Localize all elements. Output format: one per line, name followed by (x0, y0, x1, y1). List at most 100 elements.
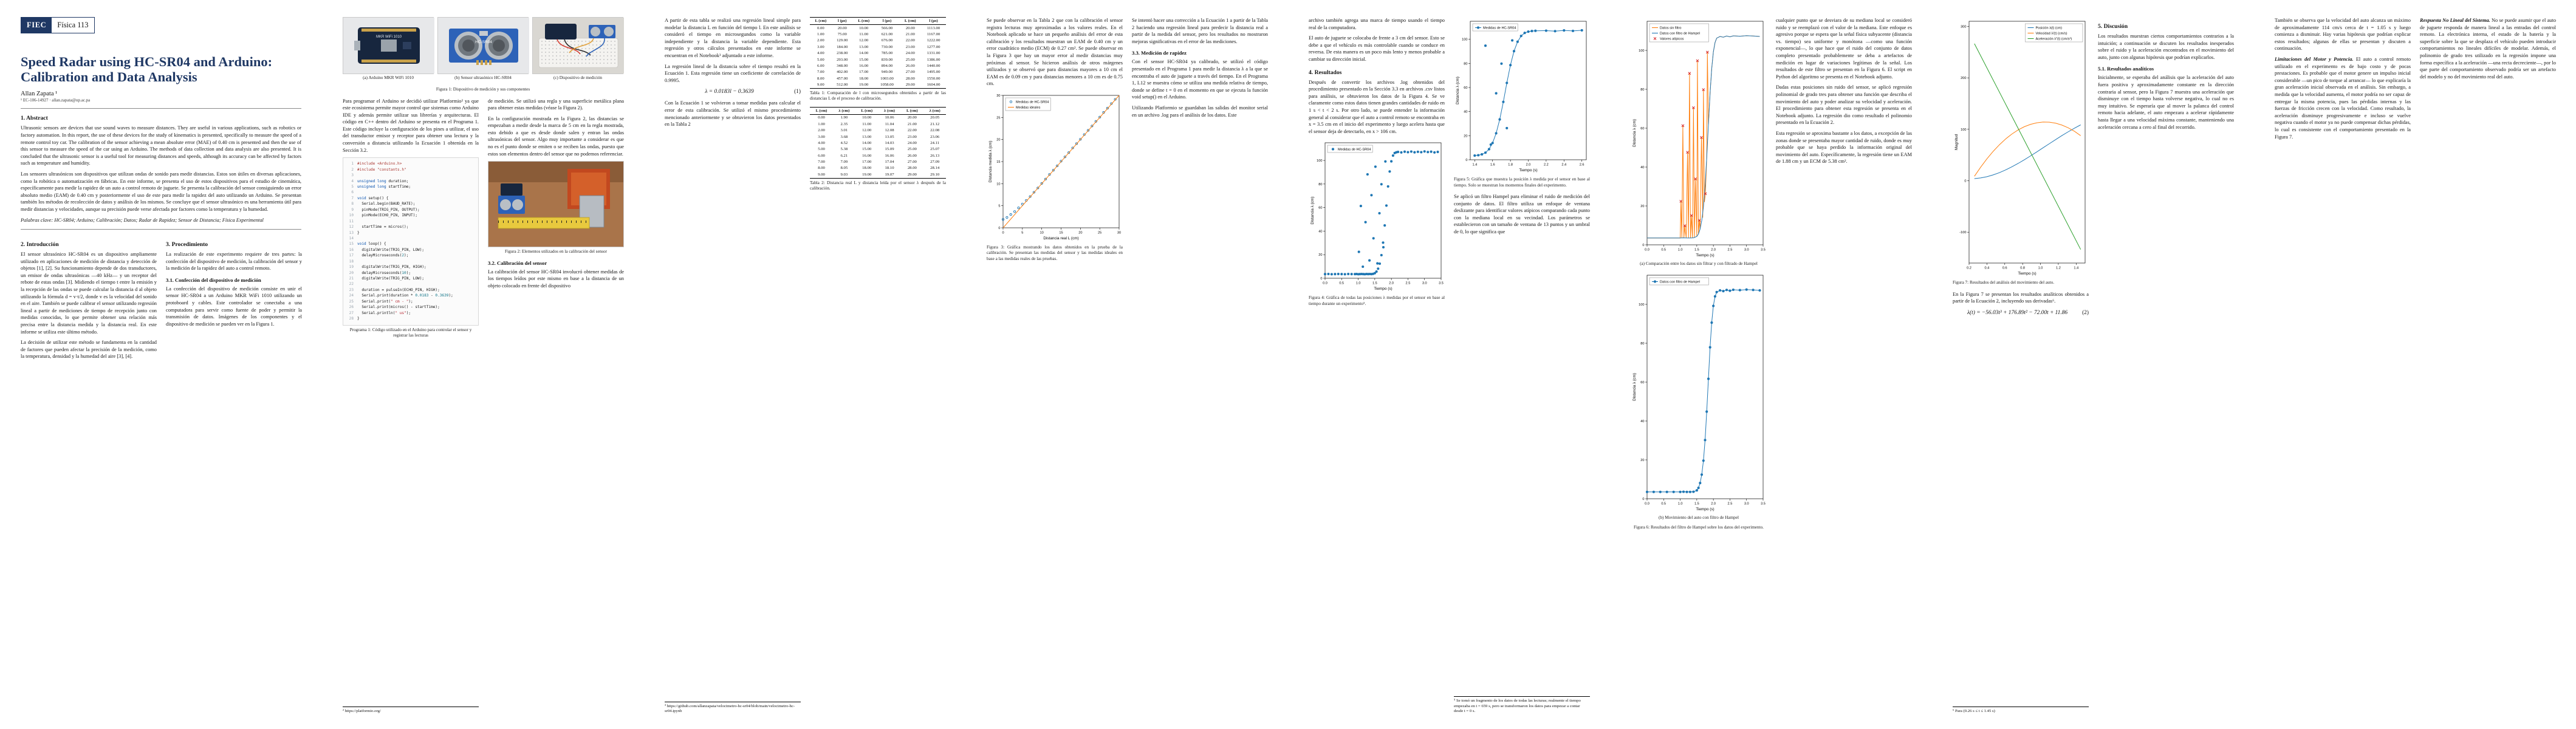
svg-text:2.6: 2.6 (1580, 163, 1584, 167)
code-line: 24 Serial.print(duration * 0.0183 - 0.36… (349, 293, 453, 298)
footnote-6: ⁶ Para (0.26 s ≤ t ≤ 1.45 s) (1953, 707, 2089, 714)
calibration-setup-photo (488, 161, 624, 248)
equation-1-body: λ = 0.0183l − 0.3639 (705, 89, 754, 95)
footnote-5: ⁵ Se tomó un fragmento de los datos de t… (1454, 696, 1590, 714)
svg-text:Medidas ideales: Medidas ideales (1016, 106, 1041, 109)
column: 0.2 0.4 0.6 0.8 1.0 1.2 1.4 -100 0 100 200 300 Tiemp… (1953, 17, 2089, 321)
svg-text:1.0: 1.0 (1356, 282, 1361, 286)
section-proc-heading: 3. Procedimiento (166, 241, 208, 248)
figure-1-photos: MKR WiFi 1010 (a) Arduino MKR WiFi 1010 (343, 17, 624, 85)
svg-text:2.0: 2.0 (1711, 502, 1716, 506)
svg-text:2.5: 2.5 (1406, 282, 1411, 286)
figure-1c: (c) Dispositivo de medición (532, 17, 624, 85)
table-1: L (cm) l (µs) L (cm) l (µs) L (cm) l (µs) 0.00… (810, 17, 946, 89)
figure-7-caption: Figura 7: Resultados del análisis del mo… (1953, 280, 2055, 285)
code-line: 14 (349, 236, 354, 241)
svg-text:100: 100 (1639, 49, 1644, 53)
column: Se intentó hacer una corrección a la Ecu… (1132, 17, 1268, 122)
author-affiliation: ¹ EC-106-14927 · allan.zapata@up.ac.pa (21, 98, 91, 103)
figure-4-caption: Figura 4: Gráfica de todas las posicione… (1309, 295, 1445, 306)
svg-text:25: 25 (996, 116, 1000, 120)
paragraph: En la Figura 7 se presentan los resultad… (1953, 291, 2089, 304)
svg-text:0.8: 0.8 (2020, 267, 2025, 270)
paragraph: A partir de esta tabla se realizó una re… (665, 18, 801, 58)
paragraph: En la configuración mostrada en la Figur… (488, 115, 624, 157)
code-line: 27 Serial.println(" us"); (349, 310, 411, 315)
paragraph: Con la Ecuación 1 se volvieron a tomar m… (665, 100, 801, 128)
svg-text:Tiempo (s): Tiempo (s) (1519, 168, 1537, 173)
paragraph: Esta regresión se aproxima bastante a lo… (1776, 130, 1912, 165)
svg-text:0.5: 0.5 (1339, 282, 1344, 286)
svg-text:Distancia λ (cm): Distancia λ (cm) (1310, 197, 1315, 225)
paragraph: La confección del dispositivo de medició… (166, 286, 302, 327)
svg-text:Valores atípicos: Valores atípicos (1660, 38, 1684, 41)
paragraph: El auto de juguete se colocaba de frente… (1309, 35, 1445, 62)
svg-text:15: 15 (1059, 231, 1063, 234)
svg-text:2.2: 2.2 (1544, 163, 1549, 167)
author-name: Allan Zapata ¹ (21, 91, 58, 98)
code-line: 28} (349, 317, 360, 321)
page-7: 0.2 0.4 0.6 0.8 1.0 1.2 1.4 -100 0 100 200 300 Tiemp… (1932, 0, 2254, 729)
svg-text:Tiempo (s): Tiempo (s) (1374, 287, 1392, 291)
column: A partir de esta tabla se realizó una re… (665, 17, 801, 132)
figure-1-caption: Figura 1: Dispositivo de medición y sus … (436, 87, 530, 92)
page-8: También se observa que la velocidad del … (2254, 0, 2576, 729)
paragraph: cualquier punto que se desviara de su me… (1776, 18, 1912, 80)
page-4: Se puede observar en la Tabla 2 que con … (966, 0, 1288, 729)
svg-text:Medidas de HC-SR04: Medidas de HC-SR04 (1338, 148, 1371, 152)
code-line: 18 (349, 259, 354, 264)
hcsr04-photo: HC-SR04 (437, 17, 529, 74)
course-label: Física 113 (57, 21, 89, 29)
column: L (cm) l (µs) L (cm) l (µs) L (cm) l (µs) 0.00… (810, 17, 946, 197)
paragraph: de medición. Se utilizó una regla y una … (488, 98, 624, 111)
svg-text:80: 80 (1464, 62, 1467, 66)
figure-1a: MKR WiFi 1010 (a) Arduino MKR WiFi 1010 (343, 17, 434, 85)
fiec-logo: FIEC (21, 18, 52, 33)
svg-text:Aceleración λ″(t) (cm/s²): Aceleración λ″(t) (cm/s²) (2036, 38, 2072, 41)
figure-6b-subcaption: (b) Movimiento del auto con filtro de Ha… (1659, 515, 1739, 520)
paragraph: Inicialmente, se esperaba del análisis q… (2098, 75, 2234, 130)
svg-text:2.5: 2.5 (1728, 502, 1733, 506)
code-listing: 1 #include <Arduino.h> 2 #include "constant… (343, 157, 479, 326)
svg-text:0.4: 0.4 (1984, 267, 1989, 270)
figure-2-caption: Figura 2: Elementos utilizados en la cal… (504, 249, 608, 255)
platformio-link[interactable]: ² https://platformio.org/ (343, 709, 381, 714)
runin-heading-motor: Limitaciones del Motor y Potencia. (2275, 56, 2354, 62)
code-line: 17 delayMicroseconds(2); (349, 253, 409, 258)
svg-text:1.5: 1.5 (1372, 282, 1377, 286)
svg-text:3.0: 3.0 (1422, 282, 1427, 286)
code-line: 12 startTime = micros(); (349, 225, 409, 230)
figure-6-caption: Figura 6: Resultados del filtro de Hampe… (1634, 525, 1764, 530)
paragraph: Se intentó hacer una corrección a la Ecu… (1132, 18, 1268, 44)
column: cualquier punto que se desviara de su me… (1776, 17, 1912, 169)
svg-text:1.0: 1.0 (2038, 267, 2043, 270)
code-line: 26 Serial.print(micros() - startTime); (349, 305, 440, 310)
figure-4-chart: 0.0 0.5 1.0 1.5 2.0 2.5 3.0 3.5 0 20 40 60 80 100 Tiem… (1309, 139, 1445, 294)
svg-text:100: 100 (1961, 128, 1966, 132)
svg-text:Distancia λ (cm): Distancia λ (cm) (1632, 119, 1637, 147)
svg-text:2.4: 2.4 (1561, 163, 1566, 167)
svg-text:2.0: 2.0 (1711, 248, 1716, 252)
svg-text:2.0: 2.0 (1389, 282, 1394, 286)
svg-text:80: 80 (1640, 342, 1644, 346)
equation-2-body: λ(t) = −56.03t³ + 176.89t² − 72.00t + 11… (1967, 309, 2068, 316)
code-line: 8 Serial.begin(BAUD_RATE); (351, 202, 416, 207)
svg-text:Distancia real L (cm): Distancia real L (cm) (1043, 236, 1078, 241)
column: de medición. Se utilizó una regla y una … (488, 98, 624, 293)
notebook-link[interactable]: ³ https://github.com/allanzapata/velocim… (665, 703, 795, 714)
subsection-51-heading: 5.1. Resultados analíticos (2098, 66, 2154, 72)
svg-text:1.0: 1.0 (1678, 248, 1683, 252)
code-line: 9 pinMode(TRIG_PIN, OUTPUT); (351, 207, 420, 212)
svg-text:MKR WiFi 1010: MKR WiFi 1010 (376, 35, 402, 39)
svg-text:20: 20 (1464, 134, 1467, 138)
svg-text:30: 30 (996, 94, 1000, 98)
paragraph: La regresión lineal de la distancia sobr… (665, 63, 801, 83)
paragraph: Después de convertir los archivos .log o… (1309, 79, 1445, 134)
footnote-5-text: ⁵ Se tomó un fragmento de los datos de t… (1454, 698, 1581, 714)
svg-text:200: 200 (1961, 77, 1966, 80)
svg-text:3.0: 3.0 (1744, 502, 1749, 506)
section-intro-heading: 2. Introducción (21, 241, 59, 248)
keywords: Palabras clave: HC-SR04; Arduino; Calibr… (21, 217, 264, 223)
paragraph: archivo también agrega una marca de tiem… (1309, 18, 1445, 30)
svg-text:60: 60 (1318, 207, 1322, 210)
